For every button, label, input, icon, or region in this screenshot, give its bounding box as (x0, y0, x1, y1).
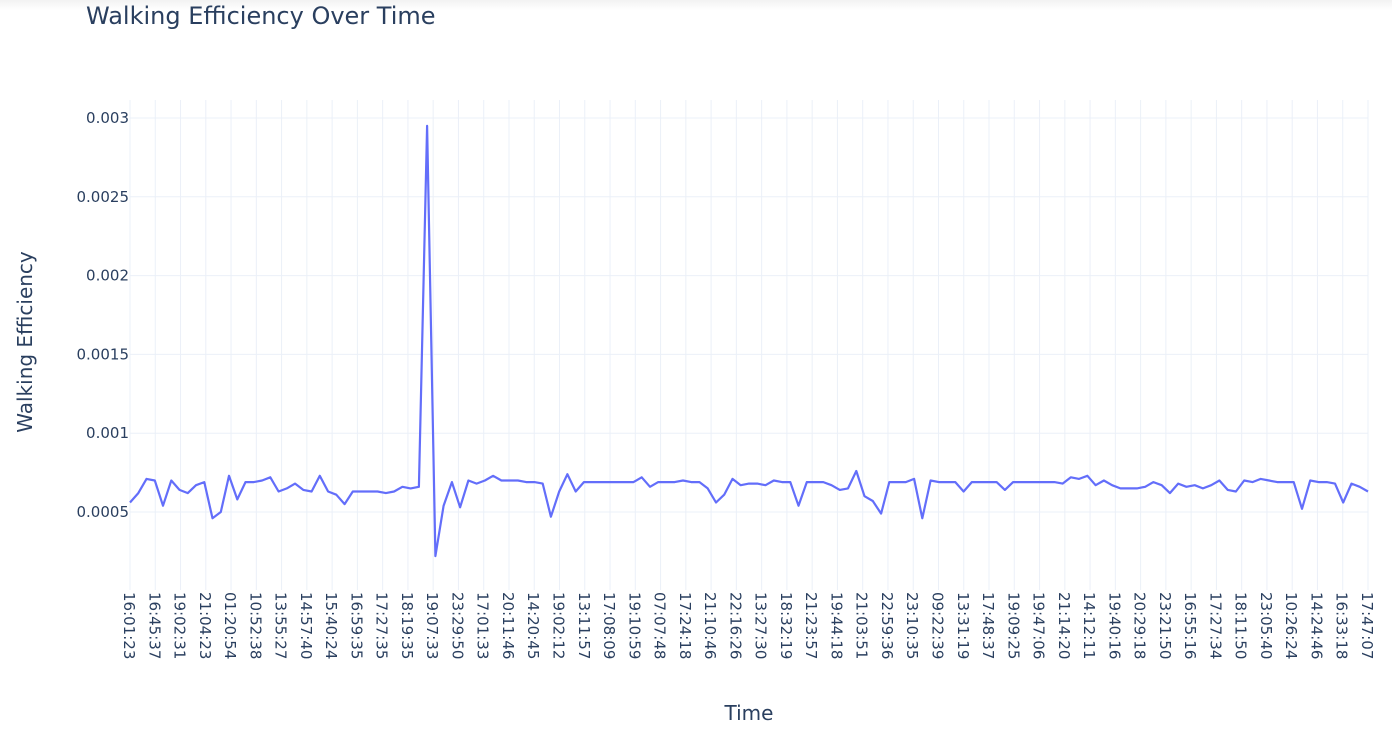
x-axis-title: Time (724, 701, 774, 725)
x-tick-label: 22:59:36 (878, 592, 896, 659)
y-axis-ticks: 0.0005 0.001 0.0015 0.002 0.0025 0.003 (77, 109, 130, 521)
grid-layer (129, 100, 1369, 590)
x-tick-label: 14:12:11 (1080, 592, 1098, 659)
x-tick-label: 19:44:18 (827, 592, 845, 659)
x-tick-label: 19:47:06 (1030, 592, 1048, 659)
x-tick-label: 16:55:16 (1181, 592, 1199, 659)
x-tick-label: 13:31:19 (954, 592, 972, 659)
x-tick-label: 07:07:48 (651, 592, 669, 659)
x-tick-label: 10:26:24 (1282, 592, 1300, 659)
x-tick-label: 18:11:50 (1232, 592, 1250, 659)
x-tick-label: 21:23:57 (802, 592, 820, 659)
y-tick-label: 0.0025 (77, 188, 130, 206)
x-tick-label: 19:07:33 (423, 592, 441, 659)
x-tick-label: 17:27:35 (373, 592, 391, 659)
x-tick-label: 23:10:35 (903, 592, 921, 659)
series-line (129, 124, 1369, 558)
x-tick-label: 19:40:16 (1105, 592, 1123, 659)
x-tick-label: 20:11:46 (499, 592, 517, 659)
x-tick-label: 21:03:51 (853, 592, 871, 659)
x-tick-label: 21:04:23 (196, 592, 214, 659)
x-tick-label: 17:01:33 (474, 592, 492, 659)
x-tick-label: 14:57:40 (297, 592, 315, 659)
y-tick-label: 0.0015 (77, 345, 130, 363)
x-tick-label: 18:19:35 (398, 592, 416, 659)
x-tick-label: 17:48:37 (979, 592, 997, 659)
x-tick-label: 19:10:59 (625, 592, 643, 659)
x-tick-label: 19:02:12 (550, 592, 568, 659)
x-tick-label: 10:52:38 (246, 592, 264, 659)
x-tick-label: 13:11:57 (575, 592, 593, 659)
x-tick-label: 20:29:18 (1131, 592, 1149, 659)
x-tick-label: 17:27:34 (1206, 592, 1224, 659)
x-tick-label: 23:05:40 (1257, 592, 1275, 659)
x-tick-label: 19:09:25 (1004, 592, 1022, 659)
x-tick-label: 21:14:20 (1055, 592, 1073, 659)
x-tick-label: 17:08:09 (600, 592, 618, 659)
x-tick-label: 13:27:30 (752, 592, 770, 659)
x-tick-label: 17:47:07 (1358, 592, 1376, 659)
top-shadow (0, 0, 1392, 10)
x-tick-label: 09:22:39 (928, 592, 946, 659)
y-tick-label: 0.003 (86, 109, 129, 127)
chart-title: Walking Efficiency Over Time (86, 2, 436, 30)
x-tick-label: 21:10:46 (701, 592, 719, 659)
y-tick-label: 0.002 (86, 267, 129, 285)
x-tick-label: 23:21:50 (1156, 592, 1174, 659)
x-tick-label: 14:24:46 (1307, 592, 1325, 659)
y-tick-label: 0.001 (86, 424, 129, 442)
x-tick-label: 17:24:18 (676, 592, 694, 659)
x-tick-label: 16:59:35 (347, 592, 365, 659)
x-tick-label: 16:45:37 (145, 592, 163, 659)
x-tick-label: 18:32:19 (777, 592, 795, 659)
x-axis-ticks: 16:01:23 16:45:37 19:02:31 21:04:23 01:20:54… (120, 592, 1376, 659)
x-tick-label: 16:33:18 (1333, 592, 1351, 659)
x-tick-label: 01:20:54 (221, 592, 239, 659)
y-tick-label: 0.0005 (77, 503, 130, 521)
y-axis-title: Walking Efficiency (13, 251, 37, 433)
x-tick-label: 14:20:45 (524, 592, 542, 659)
series-layer (129, 124, 1369, 558)
x-tick-label: 15:40:24 (322, 592, 340, 659)
x-tick-label: 22:16:26 (726, 592, 744, 659)
x-tick-label: 23:29:50 (448, 592, 466, 659)
x-tick-label: 16:01:23 (120, 592, 138, 659)
x-tick-label: 19:02:31 (171, 592, 189, 659)
x-tick-label: 13:55:27 (272, 592, 290, 659)
